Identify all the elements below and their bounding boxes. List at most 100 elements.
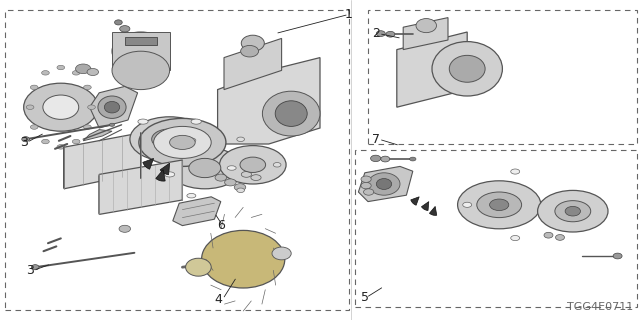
Ellipse shape <box>139 118 226 166</box>
Polygon shape <box>99 160 182 214</box>
Ellipse shape <box>538 190 608 232</box>
Ellipse shape <box>555 201 591 222</box>
Ellipse shape <box>381 156 390 162</box>
Ellipse shape <box>237 137 244 141</box>
Text: 6: 6 <box>218 219 225 232</box>
Ellipse shape <box>225 179 236 186</box>
Ellipse shape <box>84 125 92 129</box>
Ellipse shape <box>112 51 170 90</box>
Polygon shape <box>83 130 112 141</box>
Ellipse shape <box>262 91 320 136</box>
Ellipse shape <box>187 138 196 142</box>
Ellipse shape <box>449 55 485 82</box>
Ellipse shape <box>376 31 385 36</box>
Ellipse shape <box>186 258 211 276</box>
Ellipse shape <box>556 235 564 240</box>
Text: TGG4E0711: TGG4E0711 <box>567 302 634 312</box>
Ellipse shape <box>72 71 80 75</box>
Polygon shape <box>218 58 320 144</box>
Ellipse shape <box>273 163 281 167</box>
Wedge shape <box>156 170 165 181</box>
Bar <box>112 32 170 70</box>
Ellipse shape <box>120 26 130 32</box>
Wedge shape <box>411 197 419 205</box>
Polygon shape <box>358 166 413 202</box>
Ellipse shape <box>138 119 148 124</box>
Ellipse shape <box>84 85 92 90</box>
Polygon shape <box>64 133 141 189</box>
Ellipse shape <box>31 265 39 270</box>
Ellipse shape <box>30 125 38 129</box>
Ellipse shape <box>43 95 79 119</box>
Ellipse shape <box>237 188 244 193</box>
Ellipse shape <box>215 174 227 181</box>
Wedge shape <box>429 206 436 215</box>
Ellipse shape <box>189 158 221 178</box>
Ellipse shape <box>272 247 291 260</box>
Ellipse shape <box>130 117 209 162</box>
Text: 2: 2 <box>372 27 380 40</box>
Ellipse shape <box>251 175 261 180</box>
Polygon shape <box>403 18 448 50</box>
Ellipse shape <box>42 139 49 144</box>
Ellipse shape <box>119 225 131 232</box>
Ellipse shape <box>368 173 400 195</box>
Text: 4: 4 <box>214 293 222 306</box>
Ellipse shape <box>544 232 553 238</box>
Ellipse shape <box>361 176 371 182</box>
Ellipse shape <box>115 20 122 25</box>
Ellipse shape <box>410 157 416 161</box>
Text: 1: 1 <box>344 8 352 21</box>
Ellipse shape <box>109 123 115 126</box>
Text: 7: 7 <box>372 133 380 146</box>
Wedge shape <box>143 158 154 169</box>
Ellipse shape <box>227 166 236 170</box>
Ellipse shape <box>152 129 188 149</box>
Ellipse shape <box>76 64 91 74</box>
Polygon shape <box>224 38 282 90</box>
Polygon shape <box>173 197 221 226</box>
Ellipse shape <box>386 31 395 37</box>
Ellipse shape <box>57 65 65 70</box>
Ellipse shape <box>88 105 95 109</box>
Ellipse shape <box>241 35 264 51</box>
Ellipse shape <box>275 101 307 126</box>
Ellipse shape <box>511 169 520 174</box>
Text: 5: 5 <box>361 291 369 304</box>
Ellipse shape <box>371 155 381 162</box>
Ellipse shape <box>220 146 286 184</box>
Ellipse shape <box>364 189 374 195</box>
Polygon shape <box>397 32 467 107</box>
Ellipse shape <box>490 199 509 211</box>
Ellipse shape <box>22 137 29 142</box>
Ellipse shape <box>87 68 99 76</box>
Ellipse shape <box>164 172 175 177</box>
Ellipse shape <box>458 181 541 229</box>
Ellipse shape <box>98 96 126 118</box>
Wedge shape <box>422 202 429 211</box>
Ellipse shape <box>42 71 49 75</box>
Ellipse shape <box>191 119 202 124</box>
Ellipse shape <box>24 83 98 131</box>
Ellipse shape <box>613 253 622 259</box>
Ellipse shape <box>416 19 436 33</box>
Ellipse shape <box>234 184 246 191</box>
Text: 3: 3 <box>20 136 28 149</box>
Ellipse shape <box>477 192 522 218</box>
Ellipse shape <box>168 147 242 189</box>
Ellipse shape <box>104 101 120 113</box>
Polygon shape <box>90 86 138 128</box>
Ellipse shape <box>241 45 259 57</box>
Ellipse shape <box>241 172 252 177</box>
Ellipse shape <box>30 85 38 90</box>
Ellipse shape <box>26 105 34 109</box>
Ellipse shape <box>376 179 392 189</box>
Ellipse shape <box>112 32 170 70</box>
Ellipse shape <box>187 194 196 198</box>
Ellipse shape <box>154 126 211 158</box>
Ellipse shape <box>361 182 371 189</box>
Ellipse shape <box>202 230 285 288</box>
Wedge shape <box>160 163 170 175</box>
Bar <box>125 37 157 45</box>
Text: 3: 3 <box>26 264 33 277</box>
